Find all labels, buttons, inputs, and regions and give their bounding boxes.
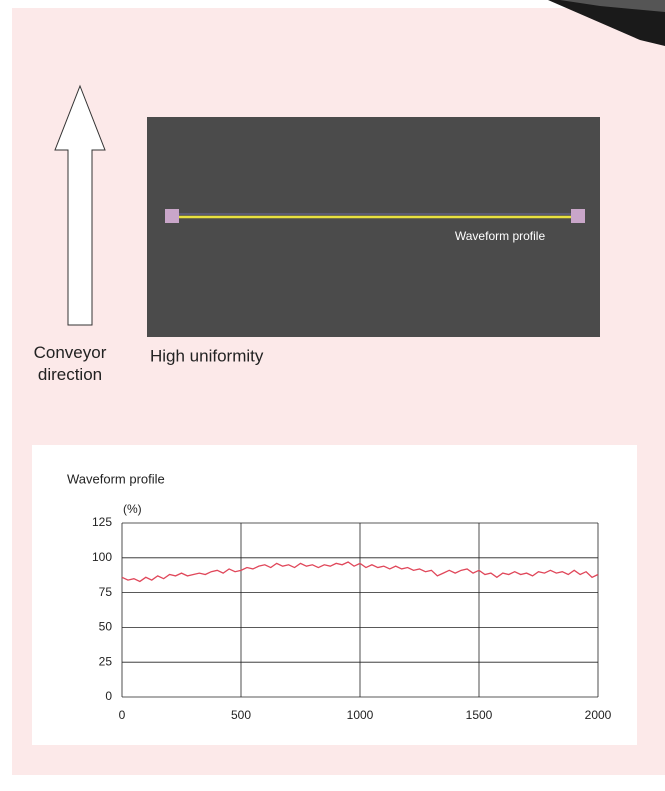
y-tick-label: 125: [92, 515, 112, 529]
x-tick-label: 1000: [347, 708, 374, 722]
y-tick-label: 25: [99, 654, 113, 668]
chart-title: Waveform profile: [67, 471, 165, 486]
y-tick-label: 0: [105, 689, 112, 703]
y-tick-label: 50: [99, 620, 113, 634]
camera-image: [147, 117, 600, 337]
chart-panel: [32, 445, 637, 745]
handle: [571, 209, 585, 223]
page: Waveform profile High uniformity Wavefor…: [0, 0, 665, 791]
y-axis-label: (%): [123, 502, 142, 516]
y-tick-label: 75: [99, 585, 113, 599]
x-tick-label: 2000: [585, 708, 612, 722]
handle: [165, 209, 179, 223]
figure: Waveform profile High uniformity Wavefor…: [0, 0, 665, 791]
image-caption: High uniformity: [150, 346, 264, 365]
arrow-label: Conveyor direction: [25, 342, 115, 386]
x-tick-label: 0: [119, 708, 126, 722]
y-tick-label: 100: [92, 550, 112, 564]
overlay-label: Waveform profile: [455, 229, 546, 243]
x-tick-label: 500: [231, 708, 251, 722]
x-tick-label: 1500: [466, 708, 493, 722]
